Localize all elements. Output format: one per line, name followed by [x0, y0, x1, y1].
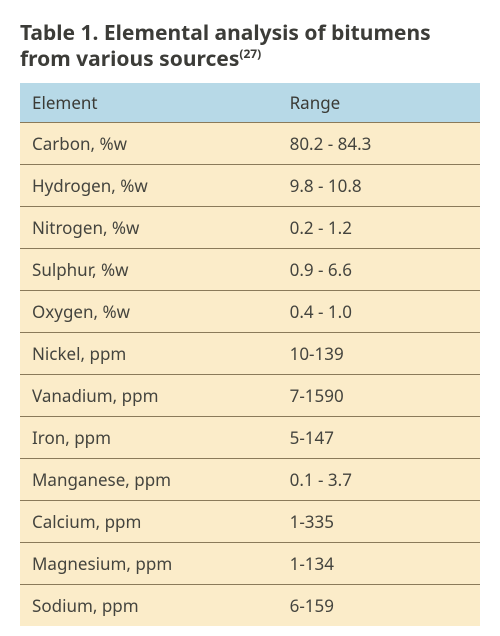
cell-range: 6-159 — [278, 584, 480, 626]
table-row: Vanadium, ppm 7-1590 — [20, 374, 480, 416]
elemental-analysis-table: Element Range Carbon, %w 80.2 - 84.3 Hyd… — [20, 83, 480, 626]
table-row: Hydrogen, %w 9.8 - 10.8 — [20, 164, 480, 206]
cell-range: 0.2 - 1.2 — [278, 206, 480, 248]
table-row: Nitrogen, %w 0.2 - 1.2 — [20, 206, 480, 248]
cell-element: Hydrogen, %w — [20, 164, 278, 206]
cell-range: 5-147 — [278, 416, 480, 458]
cell-element: Nitrogen, %w — [20, 206, 278, 248]
cell-range: 7-1590 — [278, 374, 480, 416]
table-row: Sodium, ppm 6-159 — [20, 584, 480, 626]
table-title: Table 1. Elemental analysis of bitumens … — [20, 20, 480, 73]
cell-range: 1-335 — [278, 500, 480, 542]
cell-range: 0.1 - 3.7 — [278, 458, 480, 500]
cell-element: Nickel, ppm — [20, 332, 278, 374]
table-row: Nickel, ppm 10-139 — [20, 332, 480, 374]
table-row: Iron, ppm 5-147 — [20, 416, 480, 458]
cell-range: 0.4 - 1.0 — [278, 290, 480, 332]
cell-element: Calcium, ppm — [20, 500, 278, 542]
table-row: Carbon, %w 80.2 - 84.3 — [20, 122, 480, 164]
cell-element: Iron, ppm — [20, 416, 278, 458]
table-title-citation: (27) — [239, 45, 261, 62]
table-row: Sulphur, %w 0.9 - 6.6 — [20, 248, 480, 290]
table-title-text: Table 1. Elemental analysis of bitumens … — [20, 19, 431, 73]
col-header-range: Range — [278, 83, 480, 123]
cell-range: 9.8 - 10.8 — [278, 164, 480, 206]
cell-element: Sulphur, %w — [20, 248, 278, 290]
cell-element: Magnesium, ppm — [20, 542, 278, 584]
table-row: Calcium, ppm 1-335 — [20, 500, 480, 542]
col-header-element: Element — [20, 83, 278, 123]
cell-element: Sodium, ppm — [20, 584, 278, 626]
table-row: Manganese, ppm 0.1 - 3.7 — [20, 458, 480, 500]
cell-range: 1-134 — [278, 542, 480, 584]
table-row: Magnesium, ppm 1-134 — [20, 542, 480, 584]
table-row: Oxygen, %w 0.4 - 1.0 — [20, 290, 480, 332]
table-header-row: Element Range — [20, 83, 480, 123]
cell-element: Carbon, %w — [20, 122, 278, 164]
cell-range: 0.9 - 6.6 — [278, 248, 480, 290]
cell-range: 10-139 — [278, 332, 480, 374]
cell-element: Vanadium, ppm — [20, 374, 278, 416]
cell-element: Manganese, ppm — [20, 458, 278, 500]
cell-element: Oxygen, %w — [20, 290, 278, 332]
cell-range: 80.2 - 84.3 — [278, 122, 480, 164]
